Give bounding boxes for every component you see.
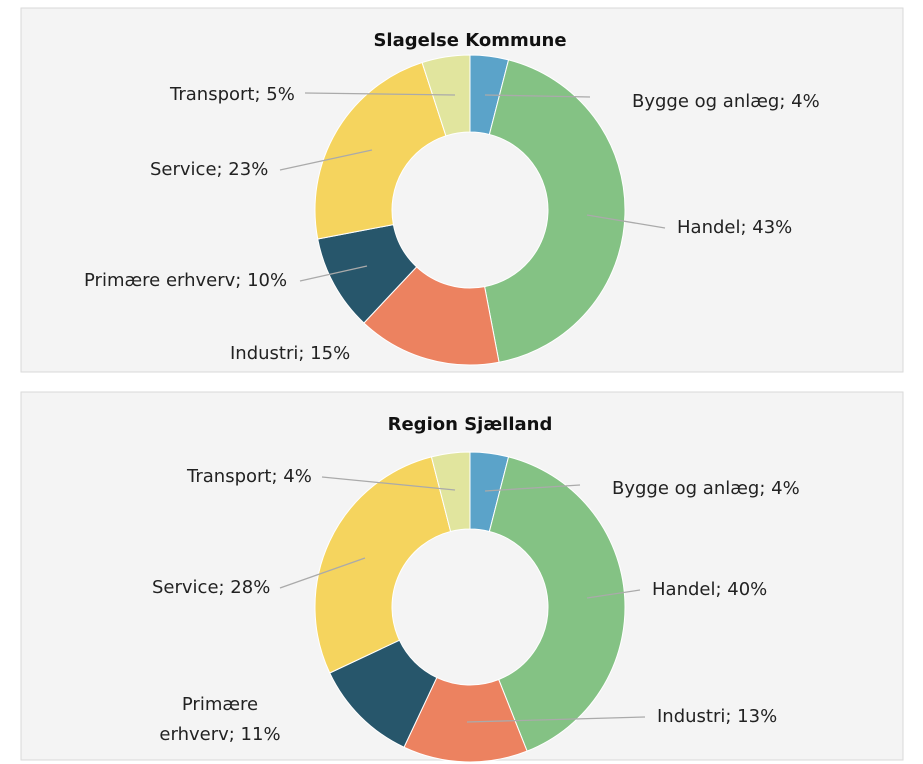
data-label: Industri; 13% — [657, 706, 778, 727]
leader-line — [279, 557, 366, 589]
data-label: Primære erhverv; 11% — [159, 694, 281, 745]
data-label: Service; 23% — [150, 159, 269, 180]
leader-line — [484, 94, 591, 98]
leader-line — [321, 476, 456, 491]
leader-line — [304, 92, 456, 96]
data-label: Bygge og anlæg; 4% — [612, 478, 800, 499]
data-label: Bygge og anlæg; 4% — [632, 91, 820, 112]
data-label: Handel; 43% — [677, 217, 793, 238]
leader-line — [279, 149, 373, 171]
donut-slice — [484, 59, 626, 363]
leader-line — [586, 214, 666, 229]
donut-slice — [488, 456, 626, 752]
data-label: Industri; 15% — [230, 343, 351, 364]
leader-line — [484, 484, 581, 492]
leader-line — [586, 589, 641, 599]
chart-title: Region Sjælland — [387, 414, 553, 435]
chart-title: Slagelse Kommune — [373, 30, 567, 51]
data-label: Handel; 40% — [652, 579, 768, 600]
donut-slice — [430, 451, 471, 533]
data-label: Primære erhverv; 10% — [84, 270, 288, 291]
data-label: Transport; 5% — [170, 84, 295, 105]
donut-slice — [363, 266, 500, 366]
donut-slice — [314, 456, 452, 674]
leader-line — [466, 716, 646, 723]
leader-line — [299, 265, 368, 282]
data-label: Service; 28% — [152, 577, 271, 598]
data-label: Transport; 4% — [187, 466, 312, 487]
donut-slice — [314, 61, 447, 240]
